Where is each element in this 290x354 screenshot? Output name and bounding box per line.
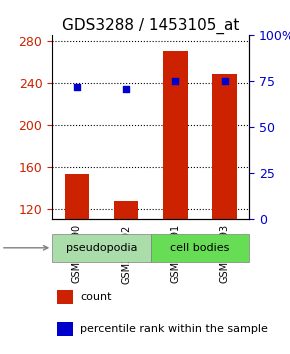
Text: other: other: [0, 243, 48, 253]
Bar: [57, 290, 73, 304]
Point: [75, 84, 79, 90]
Point: [222, 79, 227, 84]
Text: percentile rank within the sample: percentile rank within the sample: [80, 324, 268, 334]
Point: [173, 79, 178, 84]
Text: count: count: [80, 292, 112, 302]
Text: cell bodies: cell bodies: [171, 243, 230, 253]
Text: pseudopodia: pseudopodia: [66, 243, 137, 253]
Bar: [213, 74, 237, 219]
FancyBboxPatch shape: [52, 234, 151, 262]
Bar: [57, 322, 73, 336]
Bar: [64, 174, 89, 219]
FancyBboxPatch shape: [151, 234, 249, 262]
Bar: [114, 201, 139, 219]
Point: [124, 86, 128, 92]
Title: GDS3288 / 1453105_at: GDS3288 / 1453105_at: [62, 18, 240, 34]
Bar: [163, 51, 188, 219]
